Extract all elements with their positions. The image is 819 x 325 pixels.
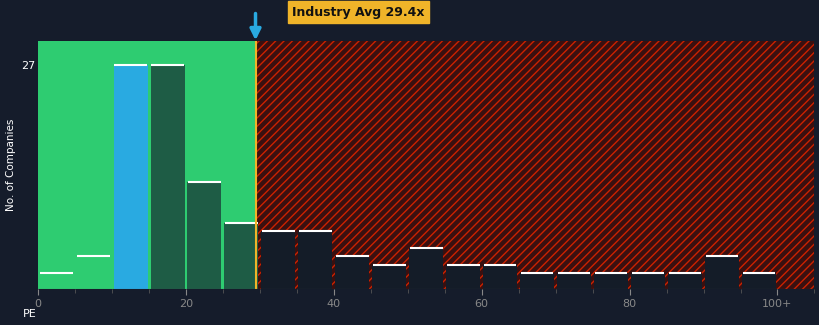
Bar	[113, 65, 147, 290]
Bar	[76, 256, 111, 290]
Bar	[556, 273, 590, 290]
Bar	[261, 231, 295, 290]
Bar	[298, 231, 332, 290]
Bar	[256, 41, 813, 290]
Bar	[631, 273, 664, 290]
Y-axis label: No. of Companies: No. of Companies	[6, 119, 16, 211]
Bar	[38, 41, 260, 290]
Bar	[519, 273, 554, 290]
Bar	[409, 248, 443, 290]
Bar	[446, 265, 480, 290]
Bar	[256, 41, 813, 290]
Text: PE: PE	[23, 309, 36, 319]
Bar	[594, 273, 627, 290]
Bar	[39, 273, 74, 290]
Bar	[224, 223, 258, 290]
Bar	[741, 273, 775, 290]
Bar	[372, 265, 406, 290]
Bar	[704, 256, 738, 290]
Bar	[151, 65, 184, 290]
Bar	[188, 182, 221, 290]
Text: Industry Avg 29.4x: Industry Avg 29.4x	[292, 6, 424, 19]
Bar	[667, 273, 701, 290]
Bar	[482, 265, 517, 290]
Bar	[335, 256, 369, 290]
